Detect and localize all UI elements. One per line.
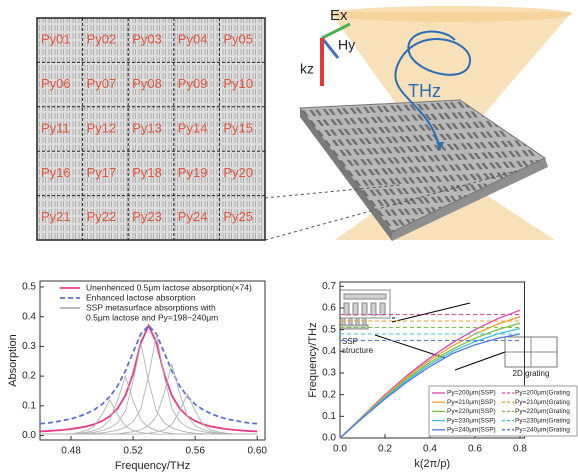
y-axis-title: Absorption — [7, 334, 19, 387]
y-tick-label: 0.1 — [22, 400, 36, 411]
thz-wave — [394, 30, 472, 151]
cell-label: Py08 — [132, 76, 162, 91]
legend-label: Py=230μm(Grating — [515, 417, 570, 424]
legend-label: SSP metasurface absorptions with — [86, 302, 216, 312]
y-tick-label: 0.3 — [322, 368, 336, 379]
y-tick-label: 0.4 — [322, 346, 336, 357]
h-arrow — [320, 37, 340, 59]
cell-label: Py24 — [178, 209, 208, 224]
panel-background — [37, 18, 265, 240]
cell-label: Py19 — [178, 165, 208, 180]
cell-label: Py22 — [87, 209, 117, 224]
y-tick-label: 0.2 — [322, 389, 336, 400]
legend-label: Py=220μm(Grating — [515, 408, 570, 415]
x-tick-label: 0.60 — [248, 446, 268, 457]
legend-label: Py=240μm(SSP) — [447, 427, 496, 434]
x-tick-label: 0.56 — [185, 446, 205, 457]
legend-label: Unenhenced 0.5μm lactose absorption(×74) — [86, 282, 252, 292]
cell-label: Py17 — [87, 165, 117, 180]
e-arrow — [321, 22, 351, 40]
cell-label: Py06 — [41, 76, 71, 91]
cell-label: Py05 — [223, 32, 253, 47]
x-axis-title: k(2π/p) — [414, 458, 450, 470]
plot-frame — [39, 280, 266, 441]
slab-side — [392, 158, 548, 241]
y-axis-title: Frequency/THz — [307, 322, 319, 397]
pointer — [374, 334, 446, 359]
wave-arrowhead — [436, 142, 444, 150]
cell-label: Py09 — [178, 76, 208, 91]
illustration: Ex Hy kz THz — [264, 6, 572, 241]
cone-top — [330, 6, 572, 22]
cell-label: Py18 — [132, 165, 162, 180]
y-tick-label: 0.2 — [22, 371, 36, 382]
annotation: SSP — [342, 337, 358, 346]
upper-cone — [330, 12, 572, 165]
zoom-line — [264, 184, 401, 199]
cell-label: Py21 — [41, 209, 71, 224]
annotation: 2D grating — [513, 369, 550, 378]
cell-label: Py04 — [178, 32, 208, 47]
x-axis-title: Frequency/THz — [115, 460, 190, 472]
cell-label: Py23 — [132, 209, 162, 224]
cell-label: Py12 — [87, 120, 117, 135]
cell-label: Py11 — [41, 120, 70, 135]
e-label: Ex — [330, 7, 348, 24]
series-curve — [40, 343, 258, 435]
cell-label: Py15 — [223, 120, 253, 135]
h-label: Hy — [338, 37, 355, 53]
legend-label: Py=210μm(SSP) — [447, 399, 496, 406]
annotation: structure — [342, 346, 374, 355]
k-label: kz — [300, 61, 314, 77]
legend-label: Py=200μm(Grating — [515, 390, 570, 397]
cell-label: Py13 — [132, 120, 162, 135]
panel-border — [36, 17, 266, 241]
cell-label: Py01 — [41, 32, 71, 47]
cell-label: Py25 — [223, 209, 253, 224]
x-tick-label: 0.2 — [378, 444, 392, 455]
x-tick-label: 0.52 — [123, 446, 143, 457]
cell-label: Py20 — [223, 165, 253, 180]
pointer — [454, 351, 506, 371]
series-line — [39, 323, 258, 433]
legend-label: Enhanced lactose absorption — [86, 292, 196, 302]
zoom-line — [264, 169, 521, 241]
x-tick-label: 0.8 — [513, 444, 527, 455]
x-tick-label: 0.48 — [61, 446, 81, 457]
cell-label: Py02 — [87, 32, 117, 47]
y-tick-label: 0.4 — [22, 311, 36, 322]
x-tick-label: 0.0 — [333, 444, 347, 455]
y-tick-label: 0.5 — [322, 324, 336, 335]
cell-label: Py10 — [223, 76, 253, 91]
y-tick-label: 0.0 — [322, 433, 336, 444]
cell-label: Py03 — [132, 32, 162, 47]
x-tick-label: 0.6 — [468, 444, 482, 455]
cell-label: Py14 — [178, 120, 208, 135]
cell-label: Py16 — [41, 165, 71, 180]
pointer — [391, 302, 471, 323]
cell-label: Py07 — [87, 76, 117, 91]
ssp-inset — [339, 289, 558, 368]
legend-label: 0.5μm lactose and Py=198~240μm — [86, 312, 218, 322]
series-line — [39, 324, 258, 425]
legend-label: Py=230μm(SSP) — [447, 417, 496, 424]
y-tick-label: 0.5 — [22, 282, 36, 293]
legend-label: Py=210μm(Grating — [515, 399, 570, 406]
legend-label: Py=200μm(SSP) — [447, 390, 496, 397]
slab — [299, 99, 546, 233]
y-tick-label: 0.7 — [322, 281, 336, 292]
series-curve — [40, 392, 258, 435]
plot-frame — [339, 281, 525, 439]
legend-label: Py=240μm(Grating — [515, 427, 570, 434]
wave-label: THz — [408, 81, 441, 101]
y-tick-label: 0.3 — [22, 341, 36, 352]
x-tick-label: 0.4 — [423, 444, 437, 455]
y-tick-label: 0.0 — [22, 430, 36, 441]
y-tick-label: 0.1 — [322, 411, 336, 422]
slab-side — [300, 108, 392, 241]
y-tick-label: 0.6 — [322, 303, 336, 314]
legend-label: Py=220μm(SSP) — [447, 408, 496, 415]
